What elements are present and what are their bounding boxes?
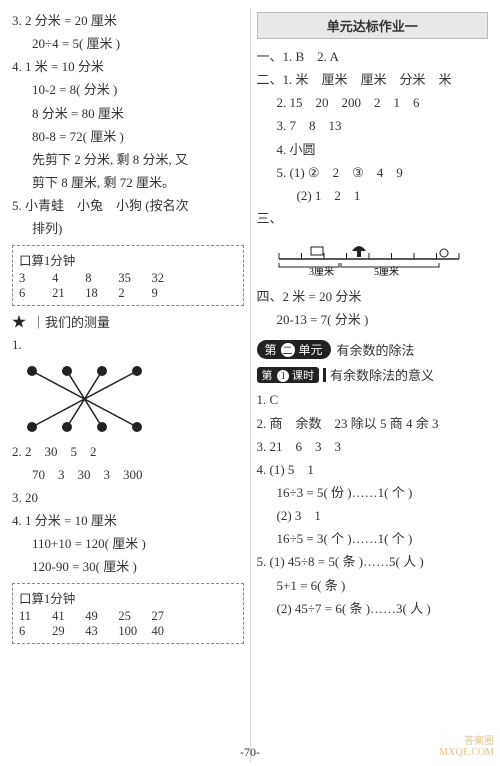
cell: 11 xyxy=(19,609,43,624)
text-line: 三、 xyxy=(257,209,489,229)
cell: 3 xyxy=(19,271,43,286)
watermark-line: 答案圈 xyxy=(439,736,494,747)
cell: 27 xyxy=(152,609,176,624)
text-line: 5. 小青蛙 小兔 小狗 (按名次 xyxy=(12,196,244,216)
pill-number: 1 xyxy=(277,370,289,382)
lesson-heading: 第 1 课时 有余数除法的意义 xyxy=(257,365,489,384)
cell: 2 xyxy=(118,286,142,301)
text-line: 3. 21 6 3 3 xyxy=(257,437,489,457)
lesson-pill: 第 1 课时 xyxy=(257,367,320,383)
matching-diagram xyxy=(12,359,172,439)
measure-heading: ｜我们的测量 xyxy=(12,312,244,331)
cell: 6 xyxy=(19,624,43,639)
cell: 6 xyxy=(19,286,43,301)
box-row: 11 41 49 25 27 xyxy=(19,609,237,624)
ruler-diagram: 3厘米5厘米 xyxy=(269,233,489,281)
text-line: 10-2 = 8( 分米 ) xyxy=(12,80,244,100)
text-line: 2. 商 余数 23 除以 5 商 4 余 3 xyxy=(257,414,489,434)
text-line: 2. 15 20 200 2 1 6 xyxy=(257,93,489,113)
watermark: 答案圈 MXQE.COM xyxy=(439,736,494,758)
text-line: 80-8 = 72( 厘米 ) xyxy=(12,127,244,147)
box-row: 3 4 8 35 32 xyxy=(19,271,237,286)
text-line: (2) 1 2 1 xyxy=(257,186,489,206)
text-line: 70 3 30 3 300 xyxy=(12,465,244,485)
cell: 32 xyxy=(152,271,176,286)
text-line: 剪下 8 厘米, 剩 72 厘米。 xyxy=(12,173,244,193)
text-line: 4. (1) 5 1 xyxy=(257,460,489,480)
cell: 4 xyxy=(52,271,76,286)
text-line: 排列) xyxy=(12,219,244,239)
cell: 35 xyxy=(118,271,142,286)
cell: 29 xyxy=(52,624,76,639)
pill-suffix: 课时 xyxy=(292,370,314,382)
text-line: 8 分米 = 80 厘米 xyxy=(12,104,244,124)
right-column: 单元达标作业一 一、1. B 2. A 二、1. 米 厘米 厘米 分米 米 2.… xyxy=(251,8,495,762)
text-line: 16÷5 = 3( 个 )……1( 个 ) xyxy=(257,529,489,549)
page-number: -70- xyxy=(0,745,500,760)
text-line: 3. 2 分米 = 20 厘米 xyxy=(12,11,244,31)
text-line: 一、1. B 2. A xyxy=(257,47,489,67)
box-title: 口算1分钟 xyxy=(19,250,237,269)
cell: 8 xyxy=(85,271,109,286)
text-line: (2) 3 1 xyxy=(257,506,489,526)
box-row: 6 29 43 100 40 xyxy=(19,624,237,639)
text-line: 四、2 米 = 20 分米 xyxy=(257,287,489,307)
box-row: 6 21 18 2 9 xyxy=(19,286,237,301)
text-line: 120-90 = 30( 厘米 ) xyxy=(12,557,244,577)
text-line: 2. 2 30 5 2 xyxy=(12,442,244,462)
cell: 49 xyxy=(85,609,109,624)
unit-pill: 第 二 单元 xyxy=(257,340,331,359)
mental-math-box-2: 口算1分钟 11 41 49 25 27 6 29 43 100 40 xyxy=(12,583,244,644)
dots-label: 1. xyxy=(12,335,244,355)
text-line: 4. 1 米 = 10 分米 xyxy=(12,57,244,77)
text-line: 3. 7 8 13 xyxy=(257,116,489,136)
text-line: 二、1. 米 厘米 厘米 分米 米 xyxy=(257,70,489,90)
unit-heading: 第 二 单元 有余数的除法 xyxy=(257,340,489,359)
pill-prefix: 第 xyxy=(265,341,277,358)
measure-title-text: ｜我们的测量 xyxy=(32,312,110,331)
text-line: 先剪下 2 分米, 剩 8 分米, 又 xyxy=(12,150,244,170)
text-line: 4. 小圆 xyxy=(257,140,489,160)
star-icon xyxy=(12,315,26,329)
text-line: 16÷3 = 5( 份 )……1( 个 ) xyxy=(257,483,489,503)
cell: 18 xyxy=(85,286,109,301)
text-line: 5. (1) ② 2 ③ 4 9 xyxy=(257,163,489,183)
left-column: 3. 2 分米 = 20 厘米 20÷4 = 5( 厘米 ) 4. 1 米 = … xyxy=(6,8,251,762)
pill-number: 二 xyxy=(281,343,295,357)
divider-bar xyxy=(323,368,326,382)
page: 3. 2 分米 = 20 厘米 20÷4 = 5( 厘米 ) 4. 1 米 = … xyxy=(0,0,500,766)
text-line: 110+10 = 120( 厘米 ) xyxy=(12,534,244,554)
text-line: (2) 45÷7 = 6( 条 )……3( 人 ) xyxy=(257,599,489,619)
cell: 40 xyxy=(152,624,176,639)
cell: 100 xyxy=(118,624,142,639)
pill-suffix: 单元 xyxy=(299,341,323,358)
mental-math-box-1: 口算1分钟 3 4 8 35 32 6 21 18 2 9 xyxy=(12,245,244,306)
cell: 41 xyxy=(52,609,76,624)
text-line: 4. 1 分米 = 10 厘米 xyxy=(12,511,244,531)
text-line: 20÷4 = 5( 厘米 ) xyxy=(12,34,244,54)
cell: 21 xyxy=(52,286,76,301)
cell: 25 xyxy=(118,609,142,624)
unit-banner: 单元达标作业一 xyxy=(257,12,489,39)
text-line: 3. 20 xyxy=(12,488,244,508)
unit-title: 有余数的除法 xyxy=(337,340,415,359)
box-title: 口算1分钟 xyxy=(19,588,237,607)
lesson-title: 有余数除法的意义 xyxy=(330,365,434,384)
cell: 9 xyxy=(152,286,176,301)
watermark-line: MXQE.COM xyxy=(439,747,494,758)
text-line: 5+1 = 6( 条 ) xyxy=(257,576,489,596)
text-line: 20-13 = 7( 分米 ) xyxy=(257,310,489,330)
text-line: 1. C xyxy=(257,390,489,410)
pill-prefix: 第 xyxy=(262,370,273,382)
text-line: 5. (1) 45÷8 = 5( 条 )……5( 人 ) xyxy=(257,552,489,572)
cell: 43 xyxy=(85,624,109,639)
